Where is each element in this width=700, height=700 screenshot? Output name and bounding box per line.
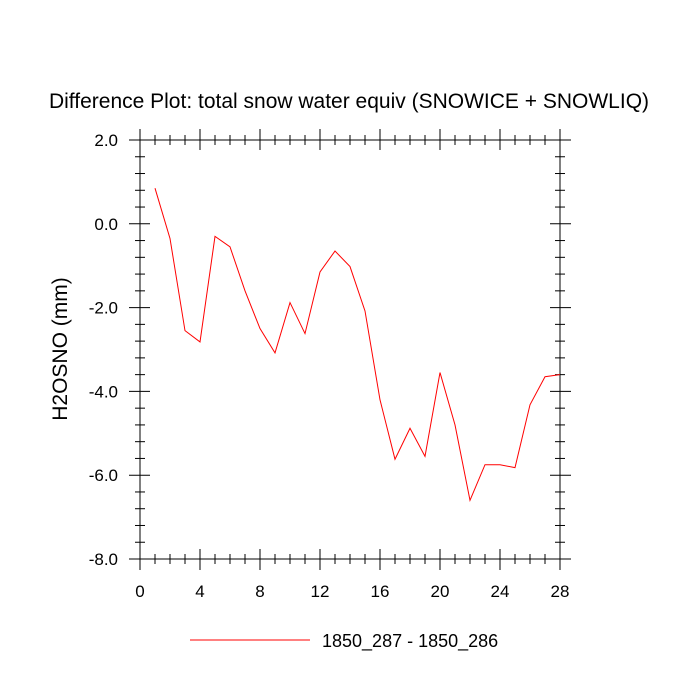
data-point: [244, 290, 245, 291]
data-point: [544, 376, 545, 377]
series-line: [154, 188, 561, 503]
x-tick-label: 24: [491, 582, 510, 601]
x-tick-label: 0: [135, 582, 144, 601]
data-point: [514, 467, 515, 468]
axis-tick-labels: 0 4 8 12 16 20 24 28 -8.0 -6.0 -4.0 -2.0 0.0 2.0: [89, 131, 570, 601]
data-point: [559, 374, 560, 375]
data-point: [439, 372, 440, 373]
y-tick-label: 0.0: [94, 215, 118, 234]
data-point: [289, 302, 290, 303]
data-point: [409, 428, 410, 429]
y-axis-label: H2OSNO (mm): [49, 277, 72, 421]
data-point: [304, 333, 305, 334]
data-point: [319, 271, 320, 272]
data-point: [154, 188, 155, 189]
legend: 1850_287 - 1850_286: [190, 631, 498, 652]
x-tick-label: 20: [431, 582, 450, 601]
chart-title: Difference Plot: total snow water equiv …: [49, 90, 649, 113]
legend-label: 1850_287 - 1850_286: [322, 631, 498, 652]
data-point: [349, 266, 350, 267]
data-point: [184, 330, 185, 331]
data-point: [364, 310, 365, 311]
y-tick-label: -2.0: [89, 299, 118, 318]
data-point: [529, 404, 530, 405]
data-point: [214, 236, 215, 237]
data-point: [229, 246, 230, 247]
x-tick-label: 8: [255, 582, 264, 601]
data-point: [454, 424, 455, 425]
data-point: [484, 464, 485, 465]
data-point: [199, 341, 200, 342]
x-tick-label: 12: [311, 582, 330, 601]
data-point: [274, 352, 275, 353]
y-tick-label: 2.0: [94, 131, 118, 150]
data-point: [469, 500, 470, 501]
data-point: [499, 464, 500, 465]
axis-ticks: [129, 129, 571, 570]
series-layer: [154, 188, 561, 503]
data-point: [334, 250, 335, 251]
data-point: [424, 456, 425, 457]
y-tick-label: -4.0: [89, 382, 118, 401]
data-point: [379, 399, 380, 400]
y-tick-label: -6.0: [89, 466, 118, 485]
data-point: [394, 459, 395, 460]
data-point: [169, 238, 170, 239]
y-tick-label: -8.0: [89, 550, 118, 569]
plot-frame: [139, 139, 561, 560]
data-point: [259, 328, 260, 329]
x-tick-label: 28: [551, 582, 570, 601]
x-tick-label: 16: [371, 582, 390, 601]
x-tick-label: 4: [195, 582, 204, 601]
